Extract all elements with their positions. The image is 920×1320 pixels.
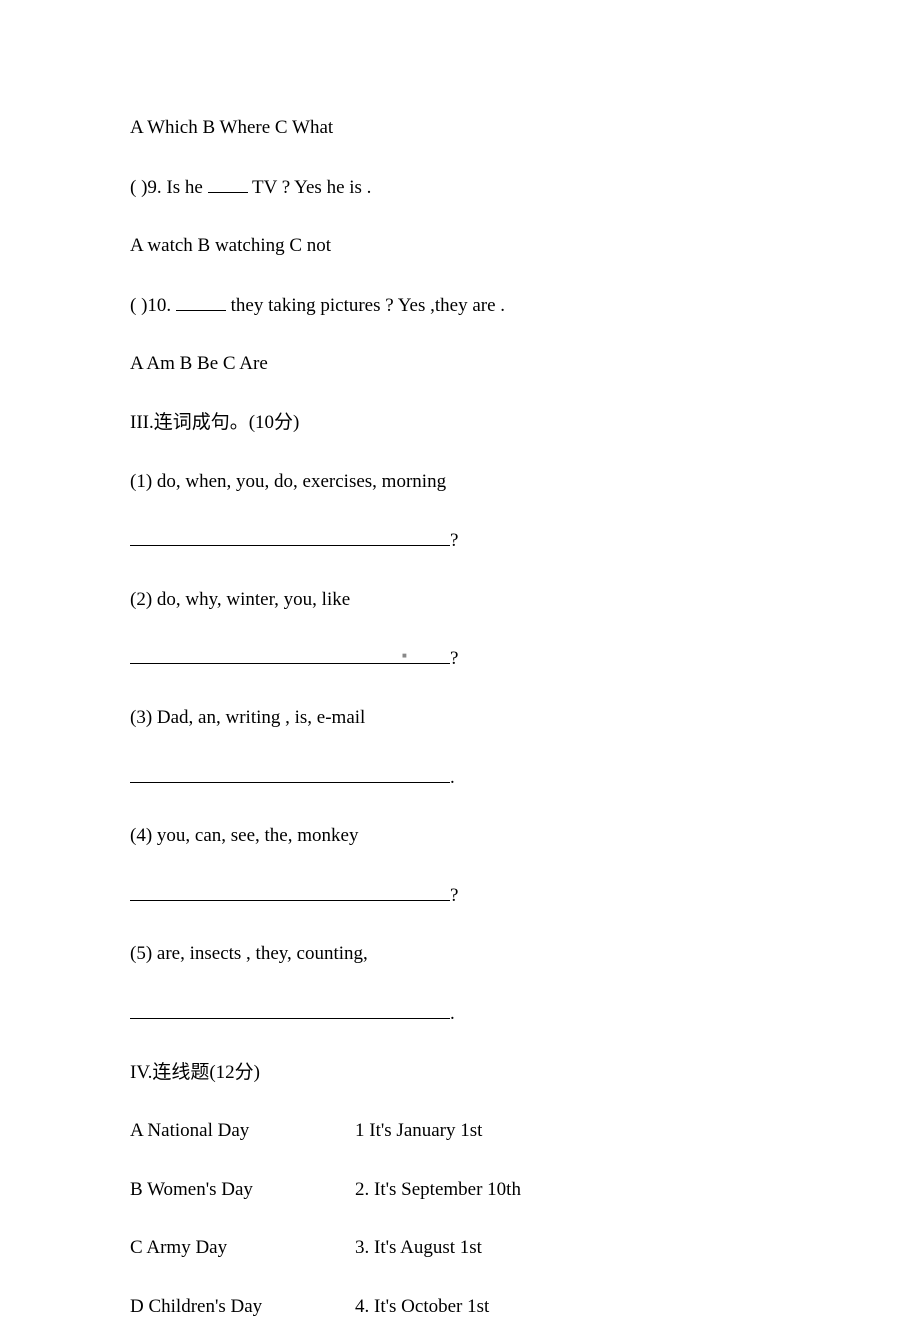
section-3-item-3: (3) Dad, an, writing , is, e-mail [130,705,790,732]
section-3-answer-2: ? [130,645,790,673]
question-9-options: A watch B watching C not [130,233,790,260]
matching-row-b: B Women's Day2. It's September 10th [130,1177,790,1204]
section-3-answer-3: . [130,764,790,792]
question-10-text-pre: ( )10. [130,295,176,316]
section-3-item-5: (5) are, insects , they, counting, [130,941,790,968]
answer-punct-1: ? [450,530,458,551]
matching-row-c: C Army Day3. It's August 1st [130,1235,790,1262]
matching-left-a: A National Day [130,1118,355,1145]
question-9-prompt: ( )9. Is he TV ? Yes he is . [130,174,790,202]
section-4-title: IV.连线题(12分) [130,1060,790,1087]
question-10-prompt: ( )10. they taking pictures ? Yes ,they … [130,292,790,320]
answer-blank-1[interactable] [130,527,450,546]
answer-punct-4: ? [450,885,458,906]
question-9-blank[interactable] [208,174,248,193]
answer-punct-2: ? [450,648,458,669]
question-9-text-pre: ( )9. Is he [130,177,208,198]
section-3-item-4: (4) you, can, see, the, monkey [130,823,790,850]
answer-punct-5: . [450,1003,455,1024]
answer-punct-3: . [450,767,455,788]
matching-left-c: C Army Day [130,1235,355,1262]
answer-blank-3[interactable] [130,764,450,783]
section-3-item-1: (1) do, when, you, do, exercises, mornin… [130,469,790,496]
section-3-answer-1: ? [130,527,790,555]
question-10-blank[interactable] [176,292,226,311]
matching-left-d: D Children's Day [130,1294,355,1320]
matching-right-c: 3. It's August 1st [355,1237,482,1258]
question-9-text-post: TV ? Yes he is . [248,177,372,198]
question-8-options: A Which B Where C What [130,115,790,142]
question-10-text-post: they taking pictures ? Yes ,they are . [226,295,505,316]
page-marker-icon: ■ [402,651,407,660]
section-3-answer-4: ? [130,882,790,910]
section-3-answer-5: . [130,1000,790,1028]
matching-right-b: 2. It's September 10th [355,1179,521,1200]
matching-left-b: B Women's Day [130,1177,355,1204]
question-10-options: A Am B Be C Are [130,351,790,378]
section-3-title: III.连词成句。(10分) [130,410,790,437]
answer-blank-4[interactable] [130,882,450,901]
matching-row-a: A National Day1 It's January 1st [130,1118,790,1145]
matching-right-a: 1 It's January 1st [355,1120,482,1141]
matching-right-d: 4. It's October 1st [355,1296,489,1317]
matching-row-d: D Children's Day4. It's October 1st [130,1294,790,1320]
answer-blank-5[interactable] [130,1000,450,1019]
section-3-item-2: (2) do, why, winter, you, like [130,587,790,614]
